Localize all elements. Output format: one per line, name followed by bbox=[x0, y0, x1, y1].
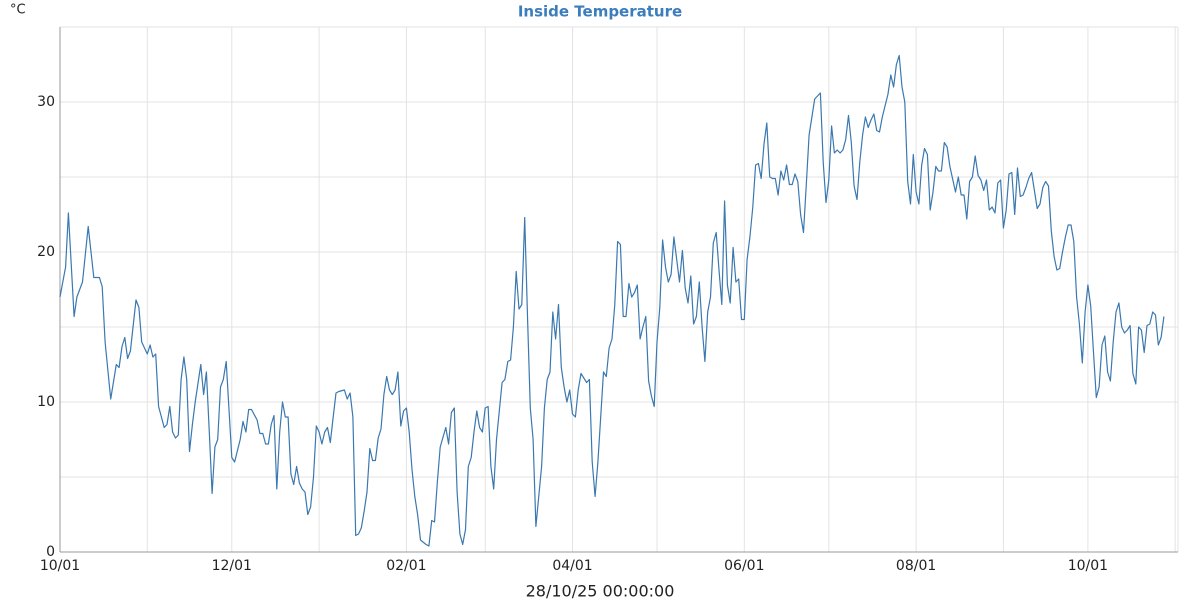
y-tick-label: 10 bbox=[37, 394, 55, 410]
x-tick-label: 10/01 bbox=[1068, 558, 1108, 574]
x-axis-label: 28/10/25 00:00:00 bbox=[526, 582, 675, 600]
temperature-line bbox=[59, 54, 1165, 547]
chart-title: Inside Temperature bbox=[518, 3, 682, 21]
x-tick-label: 08/01 bbox=[896, 558, 936, 574]
y-tick-label: 0 bbox=[46, 544, 55, 560]
x-tick-label: 12/01 bbox=[212, 558, 252, 574]
x-tick-label: 06/01 bbox=[724, 558, 764, 574]
x-tick-label: 10/01 bbox=[40, 558, 80, 574]
y-tick-label: 30 bbox=[37, 94, 55, 110]
y-axis-label: °C bbox=[10, 3, 26, 18]
x-tick-label: 04/01 bbox=[552, 558, 592, 574]
y-tick-label: 20 bbox=[37, 244, 55, 260]
x-tick-label: 02/01 bbox=[386, 558, 426, 574]
